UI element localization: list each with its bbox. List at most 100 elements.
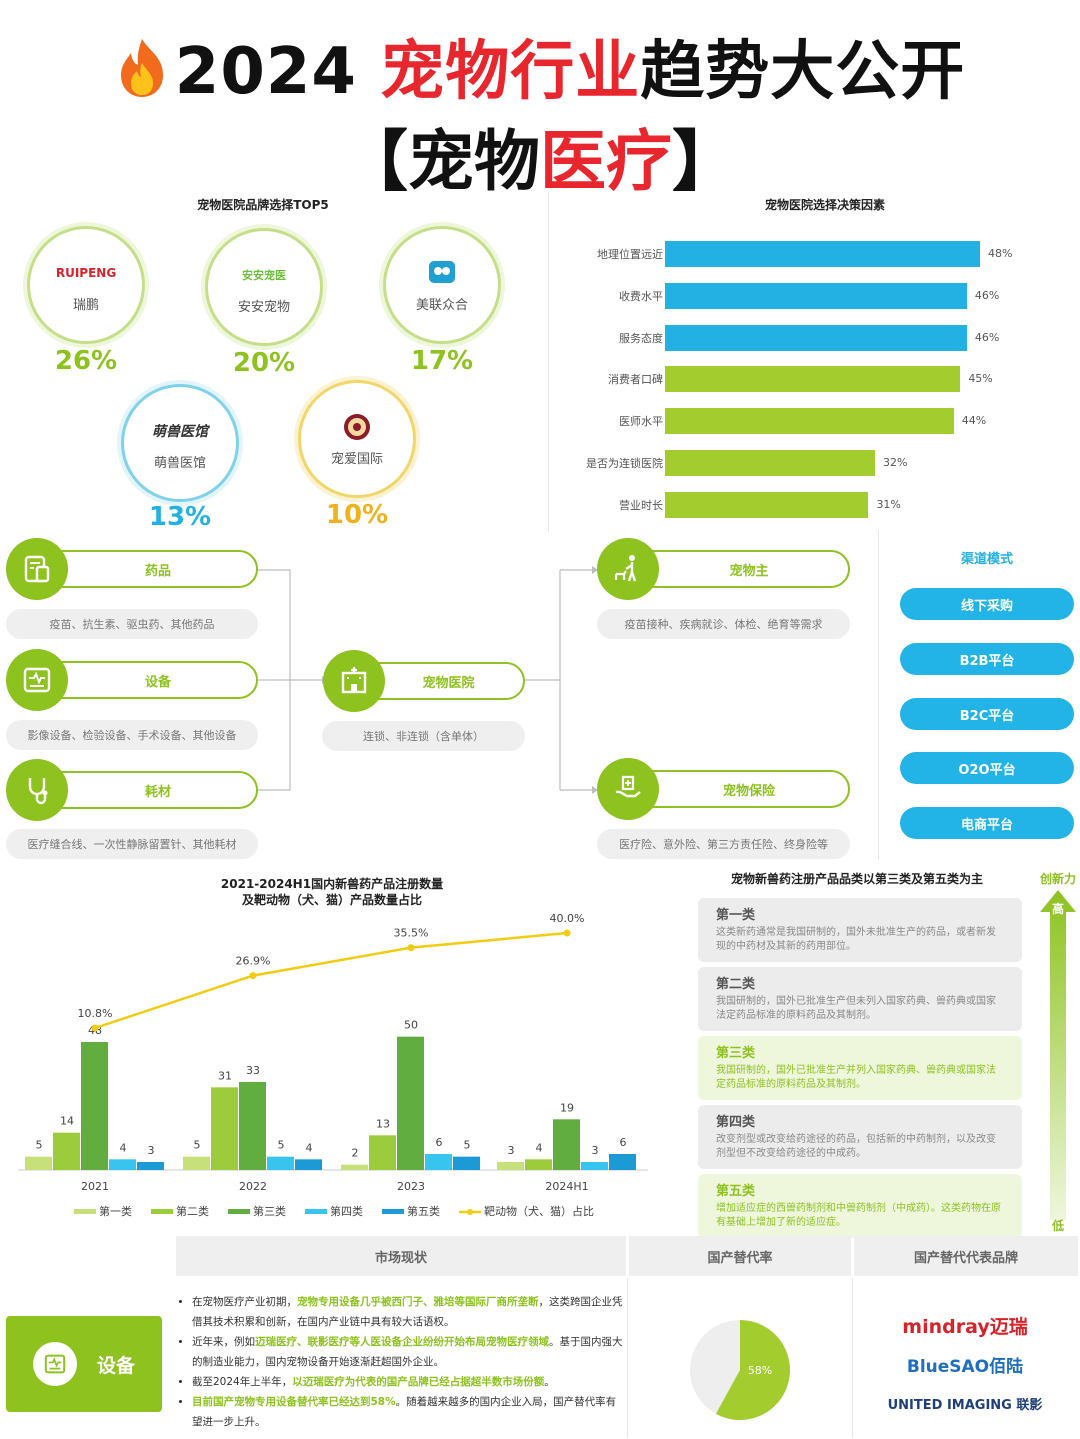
factor-value: 32% bbox=[883, 456, 908, 469]
channel-b2c: B2C平台 bbox=[900, 698, 1074, 730]
factor-value: 45% bbox=[968, 372, 993, 386]
ratio-point bbox=[407, 944, 415, 952]
chart-title-line2: 及靶动物（犬、猫）产品数量占比 bbox=[241, 893, 422, 907]
market-bullets: 在宠物医疗产业初期，宠物专用设备几乎被西门子、雅培等国际厂商所垄断，这类跨国企业… bbox=[176, 1292, 626, 1432]
fire-icon bbox=[120, 39, 163, 97]
factor-label: 地理位置远近 bbox=[597, 248, 663, 261]
ratio-label: 40.0% bbox=[550, 912, 585, 925]
factor-label: 服务态度 bbox=[619, 331, 663, 345]
bar-value-label: 6 bbox=[436, 1136, 443, 1149]
class-box-5: 第五类 增加适应症的西兽药制剂和中兽药制剂（中成药）。这类药物在原有基础上增加了… bbox=[698, 1174, 1022, 1238]
classes-title: 宠物新兽药注册产品品类以第三类及第五类为主 bbox=[730, 872, 983, 886]
hospital-icon bbox=[323, 650, 385, 712]
legend-label: 第四类 bbox=[330, 1204, 363, 1218]
bar-value-label: 31 bbox=[218, 1069, 232, 1082]
channel-o2o: O2O平台 bbox=[900, 752, 1074, 784]
bar-第四类 bbox=[425, 1154, 452, 1170]
chongai-logo bbox=[342, 412, 372, 442]
bar-value-label: 5 bbox=[36, 1139, 43, 1152]
bar-第一类 bbox=[183, 1156, 210, 1170]
bar-value-label: 33 bbox=[246, 1064, 260, 1077]
brand-pct: 26% bbox=[54, 346, 118, 376]
table-divider bbox=[852, 1278, 853, 1438]
brand-circle-mengshou: 萌兽医馆 萌兽医馆 bbox=[121, 384, 239, 502]
bar-value-label: 3 bbox=[592, 1144, 599, 1157]
factor-label: 医师水平 bbox=[619, 415, 663, 429]
channel-ecommerce: 电商平台 bbox=[900, 807, 1074, 839]
brand-circle-chongai: 宠爱国际 bbox=[298, 380, 416, 498]
bar-第二类 bbox=[211, 1087, 238, 1170]
title-rest: 趋势大公开 bbox=[640, 35, 966, 109]
class-name: 第五类 bbox=[716, 1184, 756, 1199]
brand-circle-meilian: 美联众合 bbox=[383, 226, 501, 344]
class-desc: 增加适应症的西兽药制剂和中兽药制剂（中成药）。这类药物在原有基础上增加了新的适应… bbox=[716, 1203, 1001, 1228]
class-desc: 我国研制的，国外已批准生产但未列入国家药典、兽药典或国家法定药品标准的原料药品及… bbox=[716, 996, 996, 1021]
brand-name: 萌兽医馆 bbox=[153, 455, 206, 471]
class-name: 第四类 bbox=[716, 1115, 756, 1130]
brand-circle-anan: 安安宠医 安安宠物 bbox=[205, 228, 323, 346]
legend-swatch-dot bbox=[467, 1209, 473, 1215]
table-divider bbox=[627, 1278, 628, 1438]
node-label: 宠物主 bbox=[729, 563, 769, 579]
ratio-point bbox=[249, 972, 257, 980]
flow-node-pet-insurance: 宠物保险 bbox=[628, 770, 850, 808]
brand-name: 美联众合 bbox=[415, 297, 468, 313]
bar-value-label: 4 bbox=[120, 1141, 127, 1154]
bullet-text: 。基于国内强大的制造业能力，国内宠物设备开始逐渐赶超国外企业。 bbox=[192, 1336, 623, 1368]
bar-第一类 bbox=[341, 1164, 368, 1170]
ratio-point bbox=[563, 929, 571, 937]
bar-value-label: 13 bbox=[376, 1117, 390, 1130]
bar-第五类 bbox=[609, 1154, 636, 1170]
brand-logo-mindray: mindray迈瑞 bbox=[902, 1316, 1028, 1338]
bar-value-label: 4 bbox=[306, 1141, 313, 1154]
substitution-pie: 58% bbox=[690, 1320, 790, 1420]
title-year: 2024 bbox=[174, 35, 381, 109]
bar-第五类 bbox=[137, 1162, 164, 1170]
factor-bar bbox=[665, 324, 967, 351]
flow-node-consumables: 耗材 bbox=[38, 771, 258, 809]
factors-title: 宠物医院选择决策因素 bbox=[764, 198, 885, 212]
bullet-highlight: 目前国产宠物专用设备替代率已经达到58% bbox=[192, 1396, 396, 1408]
bar-第三类 bbox=[397, 1036, 424, 1170]
title-highlight: 宠物行业 bbox=[380, 35, 641, 109]
subtitle-close: 】 bbox=[672, 123, 738, 200]
innovation-high: 高 bbox=[1051, 902, 1064, 916]
stethoscope-icon bbox=[6, 759, 68, 821]
pie-slice-domestic bbox=[715, 1320, 790, 1420]
bullet-text: ，这类跨国企业凭借其技术积累和创新，在国内产业链中具有较大话语权。 bbox=[192, 1296, 623, 1328]
bar-第四类 bbox=[581, 1162, 608, 1170]
table-header-brands: 国产替代代表品牌 bbox=[854, 1236, 1078, 1276]
x-tick-label: 2022 bbox=[239, 1180, 267, 1193]
chart-title-line1: 2021-2024H1国内新兽药产品注册数量 bbox=[220, 877, 444, 891]
class-name: 第二类 bbox=[716, 977, 756, 992]
legend-label: 第二类 bbox=[176, 1204, 209, 1218]
subtitle-highlight: 医疗 bbox=[540, 123, 672, 200]
bullet-item: 截至2024年上半年，以迈瑞医疗为代表的国产品牌已经占据超半数市场份额。 bbox=[192, 1372, 626, 1392]
bar-value-label: 6 bbox=[620, 1136, 627, 1149]
legend-label: 第五类 bbox=[407, 1204, 440, 1218]
bullet-text: 截至2024年上半年， bbox=[192, 1376, 293, 1388]
bullet-text: 。随着越来越多的国内企业入局，国产替代率有望进一步上升。 bbox=[192, 1396, 617, 1428]
innovation-low: 低 bbox=[1051, 1219, 1064, 1233]
flow-node-equipment: 设备 bbox=[38, 661, 258, 699]
factor-value: 46% bbox=[974, 330, 1000, 344]
brand-logo-united-imaging: UNITED IMAGING 联影 bbox=[887, 1398, 1043, 1413]
legend-swatch bbox=[74, 1209, 96, 1214]
bar-value-label: 3 bbox=[148, 1144, 155, 1157]
insurance-icon bbox=[597, 758, 659, 820]
flow-node-drugs: 药品 bbox=[38, 550, 258, 588]
channels-title: 渠道模式 bbox=[960, 552, 1013, 567]
registration-chart: 5144843202153133542022213506520233419362… bbox=[18, 912, 648, 1218]
factor-label: 消费者口碑 bbox=[608, 373, 663, 387]
legend-label: 第一类 bbox=[99, 1204, 132, 1218]
meilian-logo bbox=[427, 258, 457, 288]
factor-bar bbox=[665, 241, 980, 267]
flow-desc-pet-insurance: 医疗险、意外险、第三方责任险、终身险等 bbox=[597, 829, 850, 859]
main-title-line2: 【宠物医疗】 bbox=[0, 108, 1080, 204]
meilian-logo-icon bbox=[429, 260, 455, 283]
bar-value-label: 5 bbox=[464, 1139, 471, 1152]
class-desc: 改变剂型或改变给药途径的药品，包括新的中药制剂，以及改变剂型但不改变给药途径的中… bbox=[716, 1134, 996, 1159]
factor-bar bbox=[665, 366, 961, 393]
node-label: 药品 bbox=[144, 563, 171, 579]
bullet-text: 近年来，例如 bbox=[192, 1336, 255, 1348]
